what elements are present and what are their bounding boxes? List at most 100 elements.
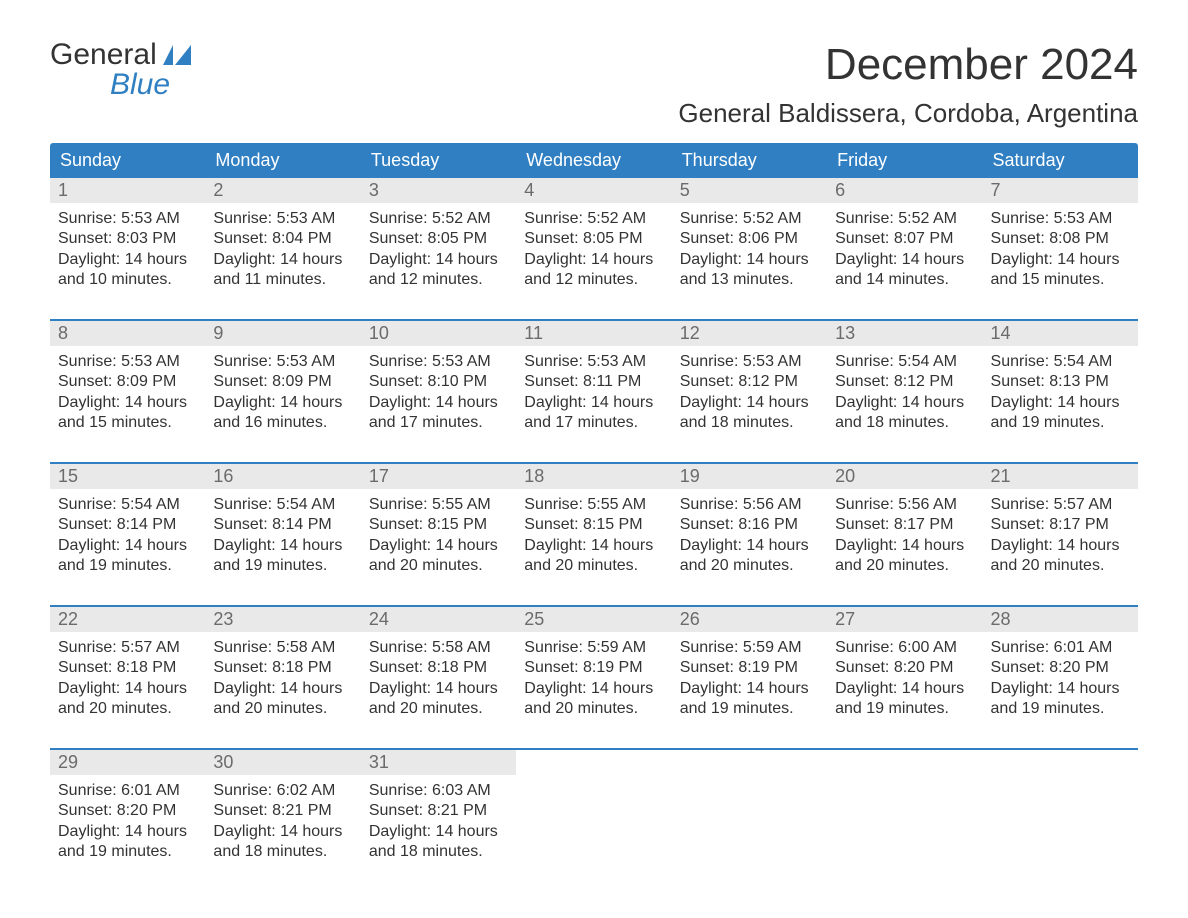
month-title: December 2024 — [678, 40, 1138, 90]
day-number: 26 — [672, 607, 827, 632]
day-number: 12 — [672, 321, 827, 346]
weekday-header: Thursday — [672, 143, 827, 178]
calendar-day: 21 Sunrise: 5:57 AM Sunset: 8:17 PM Dayl… — [983, 464, 1138, 587]
day-body: Sunrise: 5:54 AM Sunset: 8:13 PM Dayligh… — [983, 346, 1138, 444]
day-body: Sunrise: 5:54 AM Sunset: 8:14 PM Dayligh… — [205, 489, 360, 587]
calendar-day: 12 Sunrise: 5:53 AM Sunset: 8:12 PM Dayl… — [672, 321, 827, 444]
calendar-day: 1 Sunrise: 5:53 AM Sunset: 8:03 PM Dayli… — [50, 178, 205, 301]
calendar-day: 11 Sunrise: 5:53 AM Sunset: 8:11 PM Dayl… — [516, 321, 671, 444]
day-number: 15 — [50, 464, 205, 489]
day-number: 24 — [361, 607, 516, 632]
day-body: Sunrise: 6:01 AM Sunset: 8:20 PM Dayligh… — [983, 632, 1138, 730]
logo: General Blue — [50, 40, 191, 100]
calendar-day: 15 Sunrise: 5:54 AM Sunset: 8:14 PM Dayl… — [50, 464, 205, 587]
calendar-day: 13 Sunrise: 5:54 AM Sunset: 8:12 PM Dayl… — [827, 321, 982, 444]
day-body: Sunrise: 5:59 AM Sunset: 8:19 PM Dayligh… — [672, 632, 827, 730]
day-body: Sunrise: 5:53 AM Sunset: 8:08 PM Dayligh… — [983, 203, 1138, 301]
day-body: Sunrise: 6:02 AM Sunset: 8:21 PM Dayligh… — [205, 775, 360, 873]
day-body: Sunrise: 5:52 AM Sunset: 8:05 PM Dayligh… — [516, 203, 671, 301]
location: General Baldissera, Cordoba, Argentina — [678, 98, 1138, 129]
day-number: 30 — [205, 750, 360, 775]
weekday-header: Wednesday — [516, 143, 671, 178]
day-body: Sunrise: 6:00 AM Sunset: 8:20 PM Dayligh… — [827, 632, 982, 730]
day-body: Sunrise: 5:52 AM Sunset: 8:06 PM Dayligh… — [672, 203, 827, 301]
day-number: 10 — [361, 321, 516, 346]
day-number: 16 — [205, 464, 360, 489]
day-body: Sunrise: 5:56 AM Sunset: 8:17 PM Dayligh… — [827, 489, 982, 587]
calendar-day: 14 Sunrise: 5:54 AM Sunset: 8:13 PM Dayl… — [983, 321, 1138, 444]
day-body: Sunrise: 5:58 AM Sunset: 8:18 PM Dayligh… — [361, 632, 516, 730]
logo-flag-icon — [163, 45, 191, 65]
day-number: 29 — [50, 750, 205, 775]
day-body: Sunrise: 5:55 AM Sunset: 8:15 PM Dayligh… — [516, 489, 671, 587]
day-body: Sunrise: 5:52 AM Sunset: 8:05 PM Dayligh… — [361, 203, 516, 301]
day-body: Sunrise: 5:58 AM Sunset: 8:18 PM Dayligh… — [205, 632, 360, 730]
logo-word1: General — [50, 40, 157, 70]
logo-word2: Blue — [50, 70, 191, 100]
day-number: 7 — [983, 178, 1138, 203]
calendar-day: 23 Sunrise: 5:58 AM Sunset: 8:18 PM Dayl… — [205, 607, 360, 730]
weekday-header: Friday — [827, 143, 982, 178]
day-body: Sunrise: 5:53 AM Sunset: 8:04 PM Dayligh… — [205, 203, 360, 301]
header: General Blue December 2024 General Baldi… — [50, 40, 1138, 129]
calendar-day: 6 Sunrise: 5:52 AM Sunset: 8:07 PM Dayli… — [827, 178, 982, 301]
day-number: 25 — [516, 607, 671, 632]
day-number: 27 — [827, 607, 982, 632]
calendar: Sunday Monday Tuesday Wednesday Thursday… — [50, 143, 1138, 873]
day-body: Sunrise: 5:54 AM Sunset: 8:14 PM Dayligh… — [50, 489, 205, 587]
day-body: Sunrise: 5:59 AM Sunset: 8:19 PM Dayligh… — [516, 632, 671, 730]
day-number: 23 — [205, 607, 360, 632]
calendar-day: 19 Sunrise: 5:56 AM Sunset: 8:16 PM Dayl… — [672, 464, 827, 587]
day-number: 31 — [361, 750, 516, 775]
calendar-day-empty — [672, 750, 827, 873]
calendar-header-row: Sunday Monday Tuesday Wednesday Thursday… — [50, 143, 1138, 178]
calendar-day: 27 Sunrise: 6:00 AM Sunset: 8:20 PM Dayl… — [827, 607, 982, 730]
calendar-day: 24 Sunrise: 5:58 AM Sunset: 8:18 PM Dayl… — [361, 607, 516, 730]
day-number: 9 — [205, 321, 360, 346]
day-number: 14 — [983, 321, 1138, 346]
day-number: 20 — [827, 464, 982, 489]
day-body: Sunrise: 5:53 AM Sunset: 8:09 PM Dayligh… — [50, 346, 205, 444]
calendar-day: 4 Sunrise: 5:52 AM Sunset: 8:05 PM Dayli… — [516, 178, 671, 301]
calendar-week: 1 Sunrise: 5:53 AM Sunset: 8:03 PM Dayli… — [50, 178, 1138, 301]
calendar-day: 22 Sunrise: 5:57 AM Sunset: 8:18 PM Dayl… — [50, 607, 205, 730]
calendar-day: 5 Sunrise: 5:52 AM Sunset: 8:06 PM Dayli… — [672, 178, 827, 301]
day-number: 21 — [983, 464, 1138, 489]
calendar-day: 3 Sunrise: 5:52 AM Sunset: 8:05 PM Dayli… — [361, 178, 516, 301]
calendar-week: 8 Sunrise: 5:53 AM Sunset: 8:09 PM Dayli… — [50, 319, 1138, 444]
calendar-day: 30 Sunrise: 6:02 AM Sunset: 8:21 PM Dayl… — [205, 750, 360, 873]
calendar-day: 18 Sunrise: 5:55 AM Sunset: 8:15 PM Dayl… — [516, 464, 671, 587]
day-number: 28 — [983, 607, 1138, 632]
calendar-day: 17 Sunrise: 5:55 AM Sunset: 8:15 PM Dayl… — [361, 464, 516, 587]
calendar-day-empty — [983, 750, 1138, 873]
day-number: 2 — [205, 178, 360, 203]
day-number: 4 — [516, 178, 671, 203]
calendar-week: 29 Sunrise: 6:01 AM Sunset: 8:20 PM Dayl… — [50, 748, 1138, 873]
calendar-day: 8 Sunrise: 5:53 AM Sunset: 8:09 PM Dayli… — [50, 321, 205, 444]
weekday-header: Monday — [205, 143, 360, 178]
day-number: 5 — [672, 178, 827, 203]
calendar-day: 26 Sunrise: 5:59 AM Sunset: 8:19 PM Dayl… — [672, 607, 827, 730]
calendar-day: 20 Sunrise: 5:56 AM Sunset: 8:17 PM Dayl… — [827, 464, 982, 587]
calendar-day: 10 Sunrise: 5:53 AM Sunset: 8:10 PM Dayl… — [361, 321, 516, 444]
day-body: Sunrise: 5:57 AM Sunset: 8:18 PM Dayligh… — [50, 632, 205, 730]
day-number: 19 — [672, 464, 827, 489]
calendar-day: 7 Sunrise: 5:53 AM Sunset: 8:08 PM Dayli… — [983, 178, 1138, 301]
calendar-week: 22 Sunrise: 5:57 AM Sunset: 8:18 PM Dayl… — [50, 605, 1138, 730]
calendar-day: 16 Sunrise: 5:54 AM Sunset: 8:14 PM Dayl… — [205, 464, 360, 587]
day-body: Sunrise: 6:01 AM Sunset: 8:20 PM Dayligh… — [50, 775, 205, 873]
calendar-day: 28 Sunrise: 6:01 AM Sunset: 8:20 PM Dayl… — [983, 607, 1138, 730]
day-body: Sunrise: 5:57 AM Sunset: 8:17 PM Dayligh… — [983, 489, 1138, 587]
day-body: Sunrise: 5:53 AM Sunset: 8:11 PM Dayligh… — [516, 346, 671, 444]
day-number: 13 — [827, 321, 982, 346]
day-number: 1 — [50, 178, 205, 203]
day-number: 11 — [516, 321, 671, 346]
calendar-day: 29 Sunrise: 6:01 AM Sunset: 8:20 PM Dayl… — [50, 750, 205, 873]
day-number: 8 — [50, 321, 205, 346]
day-number: 6 — [827, 178, 982, 203]
day-number: 18 — [516, 464, 671, 489]
calendar-day-empty — [827, 750, 982, 873]
day-body: Sunrise: 5:53 AM Sunset: 8:10 PM Dayligh… — [361, 346, 516, 444]
calendar-day: 31 Sunrise: 6:03 AM Sunset: 8:21 PM Dayl… — [361, 750, 516, 873]
day-body: Sunrise: 5:56 AM Sunset: 8:16 PM Dayligh… — [672, 489, 827, 587]
